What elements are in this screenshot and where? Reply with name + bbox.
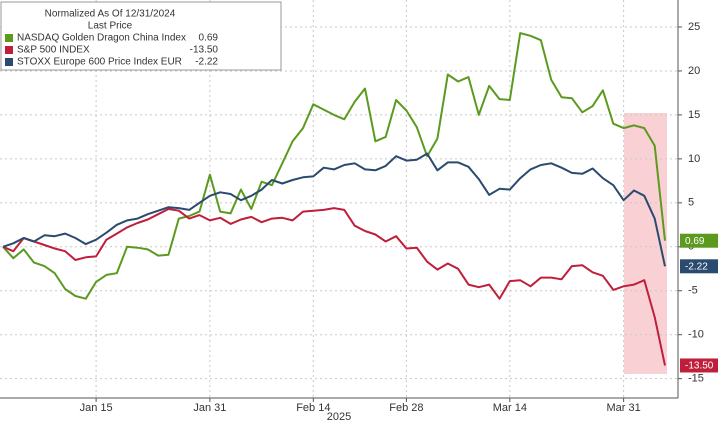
x-tick-label: Mar 31 — [607, 402, 641, 414]
y-tick-label: -10 — [688, 329, 704, 341]
legend-label: NASDAQ Golden Dragon China Index — [17, 33, 186, 44]
value-label-box — [680, 358, 718, 373]
y-tick-label: -5 — [688, 285, 698, 297]
series-line — [2, 152, 666, 267]
legend-label: S&P 500 INDEX — [17, 45, 90, 56]
legend-swatch — [5, 34, 13, 42]
y-tick-label: 25 — [688, 21, 700, 33]
legend-title: Normalized As Of 12/31/2024 — [45, 9, 176, 20]
value-label-box — [680, 259, 718, 274]
y-tick-label: 10 — [688, 153, 700, 165]
value-label: -2.22 — [685, 261, 708, 272]
legend-box — [0, 1, 282, 71]
value-label: 0.69 — [685, 236, 705, 247]
value-label: -13.50 — [685, 361, 714, 372]
lines — [2, 32, 666, 366]
legend-swatch — [5, 58, 13, 66]
legend-value: 0.69 — [199, 33, 219, 44]
y-tick-label: 5 — [688, 197, 694, 209]
x-axis-label: 2025 — [327, 411, 351, 423]
legend: Normalized As Of 12/31/2024 Last Price — [0, 1, 282, 71]
series-line — [2, 207, 666, 366]
x-tick-label: Mar 14 — [493, 402, 527, 414]
legend-value: -2.22 — [195, 57, 218, 68]
x-tick-label: Feb 28 — [389, 402, 423, 414]
legend-subtitle: Last Price — [88, 21, 133, 32]
legend-label: STOXX Europe 600 Price Index EUR — [17, 57, 182, 68]
x-tick-label: Jan 15 — [80, 402, 113, 414]
y-tick-label: -15 — [688, 373, 704, 385]
legend-items: NASDAQ Golden Dragon China Index 0.69 S&P … — [5, 33, 218, 68]
series-line — [2, 32, 666, 300]
value-label-box — [680, 233, 718, 248]
x-tick-label: Feb 14 — [296, 402, 330, 414]
legend-value: -13.50 — [190, 45, 219, 56]
y-tick-label: 20 — [688, 65, 700, 77]
y-tick-label: 15 — [688, 109, 700, 121]
legend-swatch — [5, 46, 13, 54]
x-tick-label: Jan 31 — [193, 402, 226, 414]
